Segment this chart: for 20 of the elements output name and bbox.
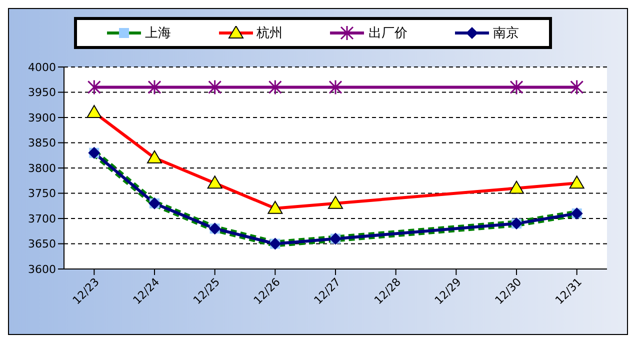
legend-label: 出厂价: [368, 25, 408, 42]
legend-label: 上海: [144, 25, 171, 42]
point: [148, 79, 162, 95]
point: [268, 79, 282, 95]
point: [208, 79, 222, 95]
y-tick-label: 4000: [28, 60, 56, 74]
y-tick-label: 3900: [28, 111, 56, 124]
point: [510, 79, 524, 95]
point: [328, 79, 342, 95]
y-tick-label: 3950: [28, 86, 56, 100]
y-tick-label: 3800: [28, 162, 56, 175]
y-tick-label: 3650: [28, 238, 56, 251]
y-tick-label: 3850: [28, 136, 56, 150]
y-tick-label: 3700: [28, 212, 56, 226]
y-tick-label: 3750: [28, 187, 56, 200]
y-tick-label: 3600: [28, 262, 56, 276]
legend-label: 杭州: [256, 25, 283, 42]
point: [87, 79, 101, 95]
point: [570, 79, 584, 95]
legend-label: 南京: [493, 25, 520, 42]
